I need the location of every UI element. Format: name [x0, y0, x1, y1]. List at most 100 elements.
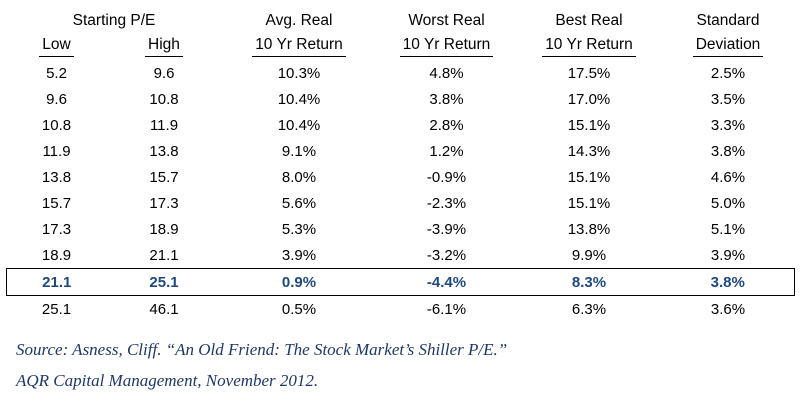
table-cell: -3.9% — [426, 220, 467, 238]
table-cell: 5.6% — [281, 194, 317, 212]
table-cell: 5.1% — [710, 220, 746, 238]
table-cell: 13.8 — [41, 168, 72, 186]
header-avg-real: Avg. Real — [222, 8, 377, 33]
table-row: 15.7 17.3 5.6% -2.3% 15.1% 5.0% — [7, 190, 795, 216]
table-cell: 4.6% — [710, 168, 746, 186]
source-citation: Source: Asness, Cliff. “An Old Friend: T… — [16, 334, 796, 396]
table-body: 5.2 9.6 10.3% 4.8% 17.5% 2.5% 9.6 10.8 10.4% 3.8%… — [6, 60, 795, 323]
table-cell: 5.0% — [710, 194, 746, 212]
table-cell: 9.6 — [46, 90, 67, 108]
table-cell: 9.1% — [281, 142, 317, 160]
table-cell: 15.1% — [567, 168, 611, 186]
table-cell: 2.5% — [710, 64, 746, 82]
table-cell: 25.1 — [106, 268, 222, 296]
table-row: 17.3 18.9 5.3% -3.9% 13.8% 5.1% — [7, 216, 795, 242]
table-cell: 5.2 — [46, 64, 67, 82]
table-cell: 1.2% — [429, 142, 464, 160]
header-low: Low — [7, 33, 107, 60]
header-row-top: Starting P/E Avg. Real Worst Real Best R… — [7, 8, 795, 33]
table-row: 9.6 10.8 10.4% 3.8% 17.0% 3.5% — [7, 86, 795, 112]
table-row-highlighted: 21.1 25.1 0.9% -4.4% 8.3% 3.8% — [6, 268, 795, 296]
header-deviation: Deviation — [662, 33, 795, 60]
table-cell: 15.7 — [149, 168, 179, 186]
table-cell: 0.5% — [281, 300, 317, 318]
table-cell: 10.8 — [149, 90, 179, 108]
table-cell: 17.3 — [41, 220, 72, 238]
header-best-real-label: Best Real — [555, 11, 623, 29]
table-cell: 5.3% — [281, 220, 317, 238]
source-line-1: Source: Asness, Cliff. “An Old Friend: T… — [16, 340, 508, 359]
table-cell: 10.3% — [277, 64, 321, 82]
table-cell: 2.8% — [429, 116, 464, 134]
table-cell: 11.9 — [42, 142, 71, 160]
table-cell: 17.5% — [567, 64, 611, 82]
table-cell: 0.9% — [221, 268, 377, 296]
header-avg-10yr: 10 Yr Return — [222, 33, 377, 60]
table-cell: 3.8% — [429, 90, 464, 108]
table-cell: 15.1% — [567, 116, 611, 134]
header-worst-real: Worst Real — [377, 8, 517, 33]
table-row: 10.8 11.9 10.4% 2.8% 15.1% 3.3% — [7, 112, 795, 138]
header-row-bottom: Low High 10 Yr Return 10 Yr Return 10 Yr… — [7, 33, 795, 60]
table-cell: 4.8% — [429, 64, 464, 82]
table-cell: 10.8 — [41, 116, 72, 134]
table-cell: -3.2% — [426, 246, 467, 264]
table-cell: 14.3% — [567, 142, 611, 160]
header-high-label: High — [145, 36, 183, 57]
header-best-10yr-label: 10 Yr Return — [542, 36, 636, 57]
shiller-pe-table: Starting P/E Avg. Real Worst Real Best R… — [6, 8, 795, 322]
table-cell: 3.8% — [661, 268, 795, 296]
header-worst-10yr: 10 Yr Return — [377, 33, 517, 60]
table-cell: 17.3 — [149, 194, 179, 212]
table-cell: 21.1 — [6, 268, 107, 296]
table-cell: 6.3% — [571, 300, 607, 318]
header-high: High — [107, 33, 222, 60]
header-starting-pe: Starting P/E — [7, 8, 222, 33]
header-worst-10yr-label: 10 Yr Return — [399, 36, 494, 57]
source-line-2: AQR Capital Management, November 2012. — [16, 371, 319, 390]
table-row: 5.2 9.6 10.3% 4.8% 17.5% 2.5% — [7, 60, 795, 86]
table-cell: 8.0% — [281, 168, 317, 186]
table-cell: 3.5% — [710, 90, 746, 108]
table-cell: 13.8 — [149, 142, 179, 160]
table-cell: 46.1 — [149, 300, 179, 318]
header-avg-10yr-label: 10 Yr Return — [252, 36, 346, 57]
table-cell: -2.3% — [426, 194, 467, 212]
table-cell: 10.4% — [277, 90, 321, 108]
table-cell: 3.8% — [710, 142, 746, 160]
table-cell: 18.9 — [41, 246, 72, 264]
header-standard-label: Standard — [696, 11, 760, 29]
header-starting-pe-label: Starting P/E — [72, 11, 156, 29]
table-cell: 17.0% — [567, 90, 611, 108]
header-standard: Standard — [662, 8, 795, 33]
table-cell: 3.9% — [281, 246, 317, 264]
table-row: 18.9 21.1 3.9% -3.2% 9.9% 3.9% — [7, 242, 795, 269]
table-cell: 15.7 — [41, 194, 72, 212]
header-worst-real-label: Worst Real — [408, 11, 485, 29]
table-cell: -6.1% — [426, 300, 467, 318]
header-deviation-label: Deviation — [692, 36, 764, 57]
table-row: 13.8 15.7 8.0% -0.9% 15.1% 4.6% — [7, 164, 795, 190]
table-cell: 9.6 — [153, 64, 175, 82]
table-cell: 15.1% — [567, 194, 611, 212]
table-cell: 10.4% — [277, 116, 321, 134]
table-cell: 9.9% — [571, 246, 607, 264]
table-cell: 13.8% — [567, 220, 611, 238]
table-row: 25.1 46.1 0.5% -6.1% 6.3% 3.6% — [7, 296, 795, 323]
table-cell: 3.3% — [710, 116, 746, 134]
table-cell: -4.4% — [376, 268, 517, 296]
table-cell: 21.1 — [149, 246, 179, 264]
header-best-real: Best Real — [517, 8, 662, 33]
table-cell: 3.9% — [710, 246, 746, 264]
table-cell: 3.6% — [710, 300, 746, 318]
header-low-label: Low — [39, 36, 74, 57]
table-cell: 25.1 — [41, 300, 72, 318]
header-best-10yr: 10 Yr Return — [517, 33, 662, 60]
table-cell: 11.9 — [149, 116, 179, 134]
table-cell: 8.3% — [516, 268, 662, 296]
table-cell: -0.9% — [426, 168, 467, 186]
table-row: 11.9 13.8 9.1% 1.2% 14.3% 3.8% — [7, 138, 795, 164]
header-avg-real-label: Avg. Real — [265, 11, 333, 29]
table-cell: 18.9 — [149, 220, 179, 238]
